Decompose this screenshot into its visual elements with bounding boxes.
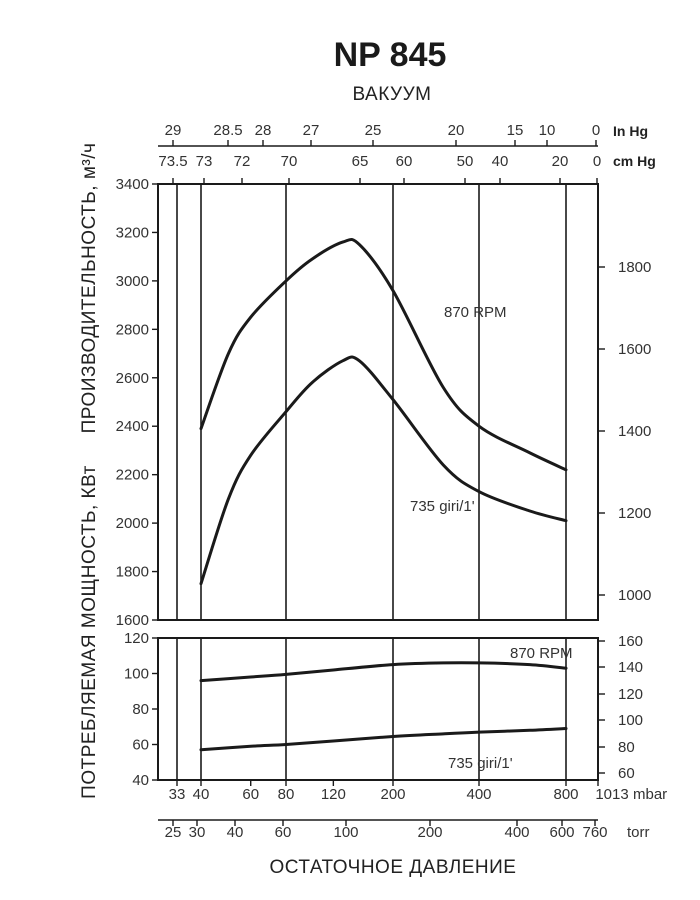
ticks-layer: 1600180020002200240026002800300032003400…	[116, 122, 652, 841]
y2-tick-label-lower: 80	[618, 739, 635, 756]
inhg-tick-label: 10	[539, 122, 556, 139]
y-tick-label: 2800	[116, 321, 149, 338]
y2-tick-label: 1400	[618, 423, 651, 440]
mbar-tick-label: 80	[278, 786, 295, 803]
series-label-capacity-870rpm: 870 RPM	[444, 304, 507, 321]
torr-tick-label: 200	[417, 824, 442, 841]
y2-tick-label: 1000	[618, 587, 651, 604]
torr-tick-label: 400	[504, 824, 529, 841]
inhg-tick-label: 20	[448, 122, 465, 139]
y2-tick-label-lower: 60	[618, 765, 635, 782]
mbar-tick-label: 60	[242, 786, 259, 803]
inhg-tick-label: 28	[255, 122, 272, 139]
y2-tick-label-lower: 140	[618, 659, 643, 676]
torr-tick-label: 760	[582, 824, 607, 841]
y-tick-label: 3400	[116, 176, 149, 193]
cmhg-tick-label: 72	[234, 153, 251, 170]
inhg-tick-label: 27	[303, 122, 320, 139]
series-label-capacity-735: 735 giri/1'	[410, 498, 475, 515]
unit-torr: torr	[627, 824, 650, 841]
torr-tick-label: 25	[165, 824, 182, 841]
torr-tick-label: 600	[549, 824, 574, 841]
y-axis-label-lower: ПОТРЕБЛЯЕМАЯ МОЩНОСТЬ, КВт	[79, 465, 100, 799]
y-tick-label-lower: 80	[132, 701, 149, 718]
curves-layer	[199, 237, 568, 752]
torr-tick-label: 100	[333, 824, 358, 841]
torr-tick-label: 60	[275, 824, 292, 841]
y2-tick-label-lower: 100	[618, 712, 643, 729]
y2-tick-label: 1800	[618, 259, 651, 276]
mbar-tick-label: 200	[380, 786, 405, 803]
cmhg-tick-label: 50	[457, 153, 474, 170]
cmhg-tick-label: 70	[281, 153, 298, 170]
capacity-curve-870rpm	[199, 237, 568, 472]
unit-in-hg: In Hg	[613, 123, 648, 139]
unit-mbar: mbar	[633, 786, 667, 803]
mbar-tick-label: 40	[193, 786, 210, 803]
mbar-tick-label: 120	[321, 786, 346, 803]
y-tick-label: 1600	[116, 612, 149, 629]
y-tick-label-lower: 40	[132, 772, 149, 789]
upper-plot-frame	[157, 183, 599, 621]
y-tick-label: 2000	[116, 515, 149, 532]
y2-tick-label-lower: 160	[618, 633, 643, 650]
capacity-curve-735	[199, 355, 568, 586]
y-tick-label-lower: 100	[124, 666, 149, 683]
power-curve-870rpm	[199, 661, 568, 683]
mbar-tick-label: 800	[553, 786, 578, 803]
cmhg-tick-label: 60	[396, 153, 413, 170]
y-tick-label: 2600	[116, 370, 149, 387]
top-axis-title: ВАКУУМ	[353, 84, 432, 105]
y-tick-label: 1800	[116, 564, 149, 581]
y2-tick-label: 1200	[618, 505, 651, 522]
inhg-tick-label: 25	[365, 122, 382, 139]
cmhg-tick-label: 65	[352, 153, 369, 170]
y-tick-label: 3000	[116, 273, 149, 290]
mbar-tick-label: 1013	[595, 786, 628, 803]
y-tick-label-lower: 60	[132, 737, 149, 754]
power-curve-735	[199, 727, 568, 752]
cmhg-tick-label: 73.5	[158, 153, 187, 170]
mbar-tick-label: 400	[466, 786, 491, 803]
inhg-tick-label: 28.5	[213, 122, 242, 139]
bottom-axis-title: ОСТАТОЧНОЕ ДАВЛЕНИЕ	[270, 857, 517, 878]
grid-layer	[157, 183, 599, 781]
series-label-power-870rpm: 870 RPM	[510, 645, 573, 662]
mbar-tick-label: 33	[169, 786, 186, 803]
chart-title: NP 845	[334, 36, 447, 74]
cmhg-tick-label: 40	[492, 153, 509, 170]
series-label-power-735: 735 giri/1'	[448, 755, 513, 772]
inhg-tick-label: 29	[165, 122, 182, 139]
y-tick-label: 2200	[116, 467, 149, 484]
series-labels-layer: 870 RPM 735 giri/1' 870 RPM 735 giri/1'	[410, 304, 573, 772]
torr-tick-label: 30	[189, 824, 206, 841]
y-tick-label: 3200	[116, 224, 149, 241]
cmhg-tick-label: 73	[196, 153, 213, 170]
y2-tick-label-lower: 120	[618, 686, 643, 703]
inhg-tick-label: 15	[507, 122, 524, 139]
y-axis-label-upper: ПРОИЗВОДИТЕЛЬНОСТЬ, м³/ч	[79, 143, 100, 434]
y2-tick-label: 1600	[618, 341, 651, 358]
y-tick-label: 2400	[116, 418, 149, 435]
torr-tick-label: 40	[227, 824, 244, 841]
inhg-tick-label: 0	[592, 122, 600, 139]
cmhg-tick-label: 20	[552, 153, 569, 170]
unit-cm-hg: cm Hg	[613, 153, 656, 169]
cmhg-tick-label: 0	[593, 153, 601, 170]
y-tick-label-lower: 120	[124, 630, 149, 647]
